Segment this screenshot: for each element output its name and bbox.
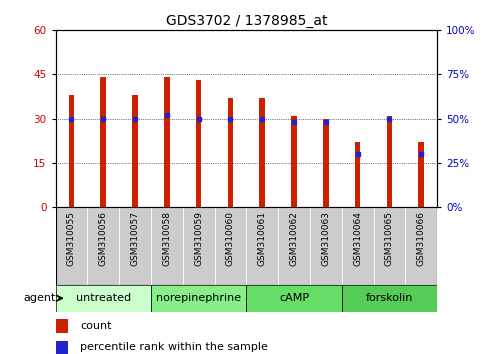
Text: GSM310059: GSM310059 [194,211,203,266]
Text: forskolin: forskolin [366,293,413,303]
Text: GSM310060: GSM310060 [226,211,235,266]
Bar [214,207,246,285]
Bar [56,207,87,285]
Text: norepinephrine: norepinephrine [156,293,241,303]
Text: GSM310064: GSM310064 [353,211,362,266]
Bar [164,77,170,207]
Bar [278,207,310,285]
Bar [342,285,437,312]
Bar [119,207,151,285]
Point [290,119,298,125]
Text: GSM310065: GSM310065 [385,211,394,266]
Bar [69,95,74,207]
Bar [56,341,68,354]
Text: GSM310062: GSM310062 [289,211,298,266]
Bar [87,207,119,285]
Bar [355,142,360,207]
Text: cAMP: cAMP [279,293,309,303]
Text: GSM310063: GSM310063 [321,211,330,266]
Point [258,116,266,121]
Bar [151,207,183,285]
Text: percentile rank within the sample: percentile rank within the sample [80,342,268,352]
Point [417,151,425,157]
Point [68,116,75,121]
Bar [386,116,392,207]
Point [195,116,202,121]
Text: GSM310057: GSM310057 [130,211,140,266]
Text: GSM310056: GSM310056 [99,211,108,266]
Bar [342,207,373,285]
Point [163,112,170,118]
Text: GSM310066: GSM310066 [417,211,426,266]
Bar [183,207,214,285]
Bar [405,207,437,285]
Text: GSM310061: GSM310061 [258,211,267,266]
Bar [132,95,138,207]
Text: untreated: untreated [76,293,131,303]
Bar [246,285,342,312]
Bar [291,116,297,207]
Point [131,116,139,121]
Bar [196,80,201,207]
Point [99,116,107,121]
Bar [418,142,424,207]
Point [354,151,361,157]
Bar [151,285,246,312]
Title: GDS3702 / 1378985_at: GDS3702 / 1378985_at [166,14,327,28]
Bar [246,207,278,285]
Bar [323,119,329,207]
Point [227,116,234,121]
Bar [373,207,405,285]
Bar [259,98,265,207]
Point [385,116,393,121]
Bar [56,285,151,312]
Bar [310,207,342,285]
Bar [100,77,106,207]
Point [322,119,330,125]
Text: GSM310055: GSM310055 [67,211,76,266]
Bar [56,319,68,333]
Text: GSM310058: GSM310058 [162,211,171,266]
Text: count: count [80,321,112,331]
Bar [227,98,233,207]
Text: agent: agent [23,293,56,303]
